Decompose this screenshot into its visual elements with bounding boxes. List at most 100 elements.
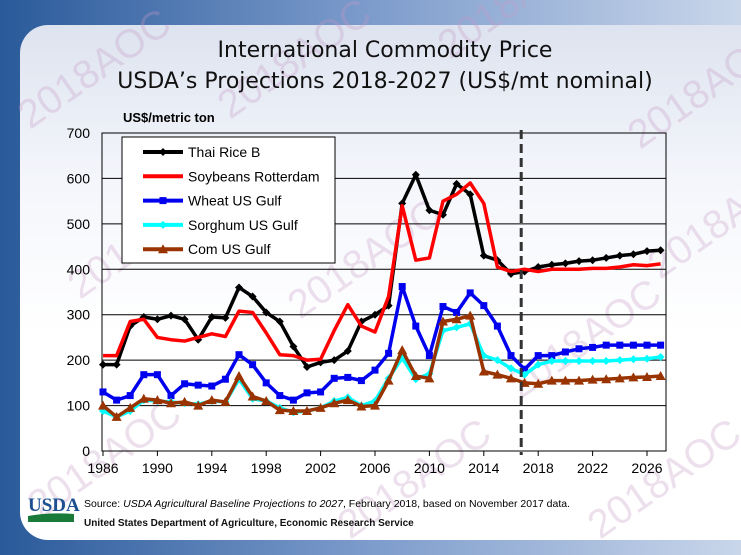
data-point (602, 357, 611, 366)
watermark-text: 2018AOC (210, 0, 379, 127)
data-point (207, 312, 216, 321)
legend-marker (159, 197, 167, 205)
legend-label: Wheat US Gulf (188, 193, 281, 209)
data-point (521, 365, 529, 373)
y-tick-label: 100 (67, 398, 91, 414)
data-point (587, 374, 598, 384)
data-point (357, 377, 365, 385)
data-point (126, 392, 134, 400)
data-point (411, 170, 420, 179)
data-point (560, 375, 571, 385)
data-point (561, 348, 569, 356)
data-point (575, 345, 583, 353)
data-point (315, 402, 326, 412)
data-point (303, 362, 311, 371)
x-tick-label: 2006 (359, 460, 390, 476)
data-point (99, 388, 107, 396)
x-tick-label: 1990 (142, 460, 173, 476)
y-tick-label: 400 (67, 261, 91, 277)
legend-marker (158, 244, 168, 254)
data-point (657, 341, 665, 349)
data-point (614, 373, 625, 383)
data-point (220, 396, 231, 406)
data-point (398, 283, 406, 291)
data-point (643, 341, 651, 349)
data-point (548, 352, 556, 360)
legend-marker (159, 148, 167, 156)
data-point (179, 396, 190, 406)
data-point (344, 373, 352, 381)
watermark-text: 2018AOC (640, 151, 741, 288)
data-point (588, 357, 597, 366)
data-point (249, 361, 257, 369)
data-point (492, 369, 503, 379)
data-point (547, 260, 556, 269)
data-point (99, 360, 107, 369)
data-point (235, 351, 243, 359)
data-point (534, 263, 543, 272)
data-point (289, 342, 298, 351)
data-point (113, 396, 121, 404)
data-point (221, 313, 230, 322)
x-tick-label: 2022 (577, 460, 608, 476)
data-point (507, 352, 515, 360)
data-point (153, 371, 161, 379)
data-point (629, 355, 638, 364)
data-point (629, 250, 638, 259)
data-point (330, 356, 339, 365)
series-com-us-gulf (98, 310, 666, 421)
x-tick-label: 2010 (414, 460, 445, 476)
data-point (167, 392, 175, 400)
data-point (465, 310, 476, 320)
data-point (329, 398, 340, 408)
data-point (140, 371, 148, 379)
data-point (574, 375, 584, 385)
data-point (343, 347, 352, 356)
data-point (534, 352, 542, 360)
data-point (561, 357, 570, 366)
data-point (575, 357, 583, 366)
data-point (342, 395, 353, 405)
data-point (452, 323, 461, 332)
data-point (478, 366, 489, 376)
data-point (111, 411, 122, 421)
data-point (194, 381, 202, 389)
data-point (330, 374, 338, 382)
y-tick-label: 500 (67, 216, 91, 232)
data-point (453, 308, 461, 316)
data-point (410, 371, 421, 381)
data-point (262, 379, 270, 387)
data-point (221, 375, 229, 383)
legend-label: Soybeans Rotterdam (188, 168, 320, 184)
data-point (425, 352, 433, 360)
data-point (602, 341, 610, 349)
legend-label: Thai Rice B (188, 144, 260, 160)
data-point (615, 356, 624, 365)
data-point (452, 179, 461, 188)
data-point (507, 364, 515, 373)
data-point (601, 374, 612, 384)
data-point (397, 345, 408, 355)
x-tick-label: 2026 (631, 460, 662, 476)
series-line (103, 181, 661, 362)
data-point (356, 401, 367, 411)
data-point (561, 259, 570, 268)
data-point (371, 366, 379, 374)
usda-logo: USDA (28, 495, 80, 516)
y-tick-label: 300 (67, 307, 91, 323)
data-point (167, 311, 175, 320)
x-tick-label: 2018 (523, 460, 554, 476)
data-point (438, 316, 448, 326)
data-point (466, 289, 474, 297)
data-point (588, 256, 597, 265)
data-point (138, 393, 149, 403)
chart-title-line2: USDA’s Projections 2018-2027 (US$/mt nom… (117, 69, 652, 94)
data-point (206, 395, 217, 405)
data-point (602, 253, 611, 262)
data-point (480, 302, 488, 310)
chart-title-line1: International Commodity Price (218, 38, 553, 63)
series-soybeans-rotterdam (103, 181, 661, 362)
data-point (506, 373, 516, 383)
